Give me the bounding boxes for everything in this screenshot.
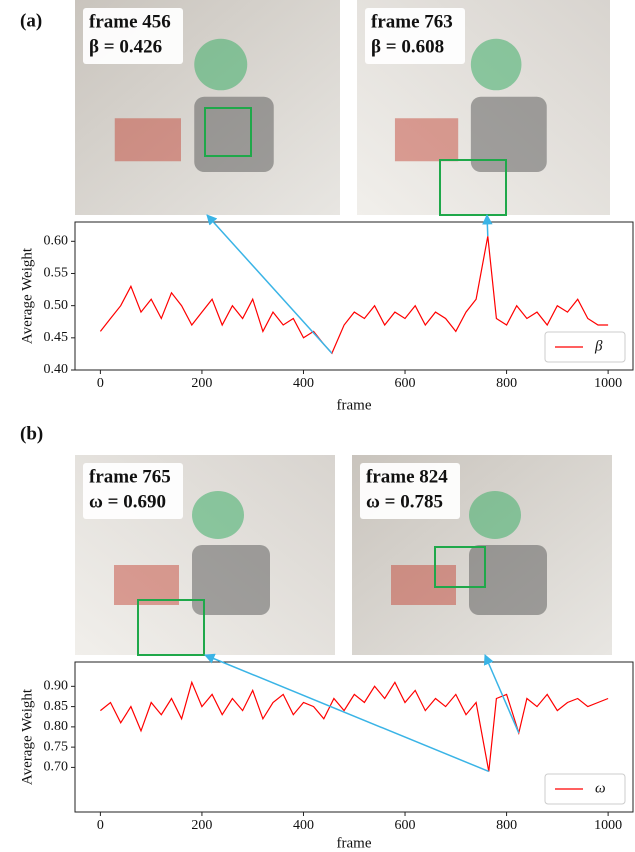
legend-label: β	[594, 338, 603, 354]
panel-label: (b)	[20, 423, 43, 444]
photo-label-box	[365, 8, 465, 64]
photo-weight-label: ω = 0.690	[89, 491, 166, 512]
photo-weight-label: β = 0.426	[89, 36, 162, 57]
x-tick-label: 200	[191, 376, 212, 391]
photo-weight-label: ω = 0.785	[366, 491, 443, 512]
legend-box	[544, 331, 626, 363]
photo-object	[470, 38, 522, 91]
roi-box	[439, 159, 507, 216]
legend-box	[544, 773, 626, 805]
photo-object	[394, 118, 459, 162]
annotation-arrow	[483, 654, 520, 734]
photo-object	[192, 545, 270, 615]
annotation-arrow	[206, 214, 333, 354]
y-tick-label: 0.40	[44, 362, 69, 377]
legend-label: ω	[595, 780, 606, 796]
x-tick-label: 400	[293, 818, 314, 833]
data-line	[100, 680, 609, 772]
photo-object	[194, 38, 248, 91]
photo-weight-label: β = 0.608	[371, 36, 444, 57]
x-tick-label: 0	[97, 818, 104, 833]
data-line	[99, 236, 609, 355]
photo-object	[391, 565, 456, 605]
x-tick-label: 800	[496, 376, 517, 391]
y-axis-label: Average Weight	[19, 247, 35, 344]
y-tick-label: 0.45	[44, 330, 69, 345]
x-tick-label: 200	[191, 818, 212, 833]
y-tick-label: 0.50	[44, 298, 69, 313]
photo-label-box	[83, 8, 183, 64]
photo-label-box	[83, 463, 183, 519]
x-tick-label: 600	[395, 376, 416, 391]
x-tick-label: 400	[293, 376, 314, 391]
photo-frame-label: frame 824	[366, 466, 448, 487]
annotation-arrow	[204, 653, 490, 773]
x-axis-label: frame	[337, 397, 372, 413]
photo-object	[114, 565, 179, 605]
photo-frame-label: frame 763	[371, 11, 453, 32]
y-tick-label: 0.55	[44, 266, 69, 281]
x-tick-label: 0	[97, 376, 104, 391]
y-axis-label: Average Weight	[19, 688, 35, 785]
x-axis-label: frame	[337, 835, 372, 851]
plot-frame	[74, 221, 634, 371]
roi-box	[137, 599, 205, 656]
roi-box	[434, 546, 486, 588]
photo-object	[194, 96, 274, 172]
plot-frame	[74, 661, 634, 813]
photo-object	[469, 491, 521, 539]
y-tick-label: 0.85	[44, 699, 69, 714]
x-tick-label: 800	[496, 818, 517, 833]
x-tick-label: 1000	[594, 818, 622, 833]
y-tick-label: 0.70	[44, 760, 69, 775]
x-tick-label: 600	[395, 818, 416, 833]
annotation-arrow	[482, 213, 493, 237]
y-tick-label: 0.60	[44, 234, 69, 249]
x-tick-label: 1000	[594, 376, 622, 391]
photo-object	[114, 118, 181, 162]
photo-object	[192, 491, 244, 539]
photo-label-box	[360, 463, 460, 519]
y-tick-label: 0.75	[44, 739, 69, 754]
photo-object	[469, 545, 547, 615]
photo-frame-label: frame 765	[89, 466, 171, 487]
roi-box	[204, 107, 252, 157]
y-tick-label: 0.80	[44, 719, 69, 734]
photo-object	[470, 96, 547, 172]
panel-label: (a)	[20, 10, 42, 31]
photo-frame-label: frame 456	[89, 11, 171, 32]
y-tick-label: 0.90	[44, 679, 69, 694]
